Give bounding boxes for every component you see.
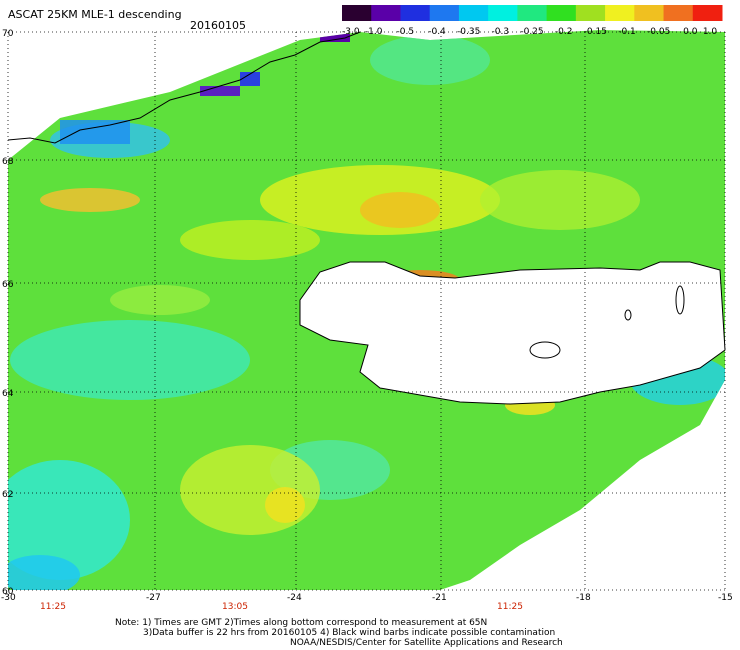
- lon-label: -24: [287, 593, 302, 603]
- colorbar-label: 1.0: [703, 27, 718, 37]
- colorbar-swatch: [458, 5, 489, 21]
- lat-lon-grid: [7, 31, 726, 591]
- island-outline: [675, 285, 685, 315]
- colorbar-swatch: [342, 5, 372, 21]
- lat-label: 68: [2, 157, 14, 167]
- lat-label: 60: [2, 587, 14, 597]
- colorbar-label: -0.15: [584, 27, 607, 37]
- colorbar-label: -0.5: [397, 27, 415, 37]
- note-line-3: NOAA/NESDIS/Center for Satellite Applica…: [290, 638, 563, 648]
- colorbar-label: -0.1: [618, 27, 636, 37]
- time-label: 11:25: [497, 602, 523, 612]
- colorbar-label: -0.05: [647, 27, 670, 37]
- colorbar-swatch: [546, 5, 577, 21]
- time-label: 11:25: [40, 602, 66, 612]
- lon-label: -30: [1, 593, 16, 603]
- colorbar-label: -0.25: [520, 27, 543, 37]
- lon-label: -15: [718, 593, 733, 603]
- note-line-2: 3)Data buffer is 22 hrs from 20160105 4)…: [143, 628, 556, 638]
- map-date: 20160105: [190, 19, 246, 32]
- colorbar-swatch: [400, 5, 431, 21]
- colorbar-swatch: [517, 5, 548, 21]
- colorbar-swatch: [371, 5, 401, 21]
- colorbar-swatch: [605, 5, 635, 21]
- colorbar-swatch: [488, 5, 518, 21]
- colorbar-swatch: [634, 5, 665, 21]
- colorbar-label: -3.0: [342, 27, 360, 37]
- lon-label: -21: [432, 593, 447, 603]
- iceland-land: [299, 261, 726, 405]
- lon-label: -27: [146, 593, 161, 603]
- map-title: ASCAT 25KM MLE-1 descending: [8, 8, 182, 21]
- greenland-coastline: [7, 31, 361, 144]
- colorbar-label: -0.3: [492, 27, 510, 37]
- colorbar-label: -0.2: [555, 27, 573, 37]
- colorbar-swatch: [663, 5, 694, 21]
- colorbar-swatch: [575, 5, 606, 21]
- island-outline: [624, 309, 632, 321]
- colorbar-label: -0.4: [428, 27, 446, 37]
- colorbar-label: -1.0: [365, 27, 383, 37]
- time-label: 13:05: [222, 602, 248, 612]
- colorbar-label: 0.0: [683, 27, 698, 37]
- colorbar: -3.0 -1.0 -0.5 -0.4 -0.35 -0.3 -0.25 -0.2 -0.15 -…: [342, 5, 723, 37]
- note-line-1: Note: 1) Times are GMT 2)Times along bot…: [115, 618, 488, 628]
- lat-label: 70: [2, 29, 14, 39]
- colorbar-swatch: [692, 5, 723, 21]
- lat-label: 66: [2, 280, 14, 290]
- colorbar-label: -0.35: [457, 27, 480, 37]
- colorbar-swatch: [429, 5, 460, 21]
- lon-label: -18: [576, 593, 591, 603]
- lake-outline: [529, 341, 561, 359]
- lat-label: 64: [2, 389, 14, 399]
- lat-label: 62: [2, 490, 13, 500]
